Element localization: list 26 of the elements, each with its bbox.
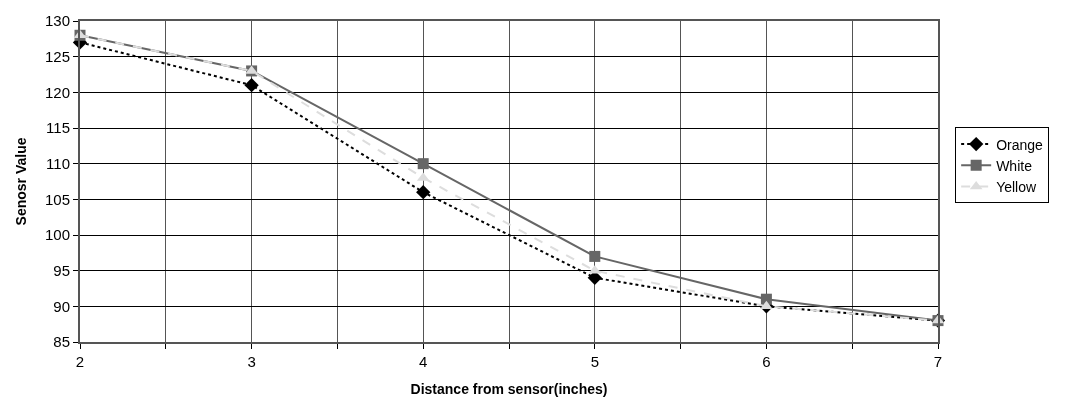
y-tick-label: 110 xyxy=(46,154,70,172)
x-tick-label: 5 xyxy=(590,353,599,370)
y-tick-label: 120 xyxy=(44,83,70,101)
x-tick-label: 6 xyxy=(762,353,771,370)
y-axis-title: Senosr Value xyxy=(13,137,30,226)
y-tick-label: 100 xyxy=(44,226,70,244)
point xyxy=(589,250,601,262)
legend-label: Yellow xyxy=(996,178,1038,195)
y-tick-label: 125 xyxy=(44,47,70,65)
x-tick-label: 3 xyxy=(247,353,256,370)
x-tick-label: 2 xyxy=(75,353,85,370)
point xyxy=(244,78,259,93)
y-tick-label: 130 xyxy=(44,12,70,30)
legend-label: White xyxy=(996,157,1033,174)
point xyxy=(416,185,431,200)
y-tick-label: 85 xyxy=(53,333,70,351)
x-tick-label: 7 xyxy=(933,353,943,370)
y-tick-label: 95 xyxy=(53,261,70,279)
point xyxy=(417,158,429,170)
x-axis-title: Distance from sensor(inches) xyxy=(410,380,608,397)
x-tick-label: 4 xyxy=(419,353,428,370)
point xyxy=(760,300,773,310)
y-tick-label: 105 xyxy=(44,190,70,208)
y-tick-label: 115 xyxy=(46,119,70,137)
legend-label: Orange xyxy=(996,136,1044,153)
y-tick-label: 90 xyxy=(53,297,70,315)
